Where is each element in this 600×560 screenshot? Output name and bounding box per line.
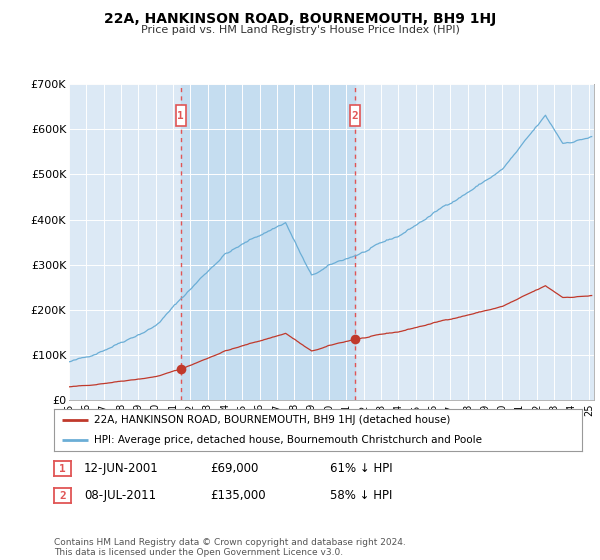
Text: HPI: Average price, detached house, Bournemouth Christchurch and Poole: HPI: Average price, detached house, Bour… — [94, 435, 482, 445]
Text: 1: 1 — [178, 111, 184, 120]
Text: 2: 2 — [59, 491, 66, 501]
FancyBboxPatch shape — [176, 105, 185, 127]
Text: 22A, HANKINSON ROAD, BOURNEMOUTH, BH9 1HJ (detached house): 22A, HANKINSON ROAD, BOURNEMOUTH, BH9 1H… — [94, 415, 450, 425]
Text: 22A, HANKINSON ROAD, BOURNEMOUTH, BH9 1HJ: 22A, HANKINSON ROAD, BOURNEMOUTH, BH9 1H… — [104, 12, 496, 26]
Text: 58% ↓ HPI: 58% ↓ HPI — [330, 489, 392, 502]
Text: 12-JUN-2001: 12-JUN-2001 — [84, 462, 159, 475]
Text: £69,000: £69,000 — [210, 462, 259, 475]
Bar — [181, 84, 355, 400]
Text: 1: 1 — [59, 464, 66, 474]
Text: 2: 2 — [352, 111, 359, 120]
FancyBboxPatch shape — [350, 105, 360, 127]
Text: 08-JUL-2011: 08-JUL-2011 — [84, 489, 156, 502]
Text: 61% ↓ HPI: 61% ↓ HPI — [330, 462, 392, 475]
Text: Contains HM Land Registry data © Crown copyright and database right 2024.
This d: Contains HM Land Registry data © Crown c… — [54, 538, 406, 557]
Text: Price paid vs. HM Land Registry's House Price Index (HPI): Price paid vs. HM Land Registry's House … — [140, 25, 460, 35]
Text: £135,000: £135,000 — [210, 489, 266, 502]
